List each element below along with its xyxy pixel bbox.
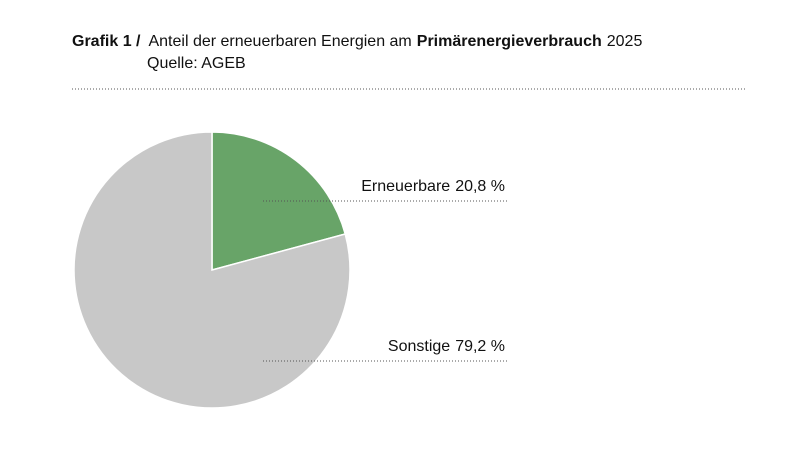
chart-title: Grafik 1 / Anteil der erneuerbaren Energi… <box>72 33 642 50</box>
value-label: 20,8 % <box>455 178 505 195</box>
value-label: 79,2 % <box>455 338 505 355</box>
category-label: Sonstige <box>388 338 450 355</box>
title-part: Grafik 1 / <box>72 33 141 50</box>
title-part: Anteil der erneuerbaren Energien am <box>148 33 411 50</box>
chart-subtitle: Quelle: AGEB <box>147 55 246 72</box>
pie-slice <box>73 131 351 409</box>
data-label: Erneuerbare 20,8 % <box>361 178 505 195</box>
data-label: Sonstige 79,2 % <box>388 338 505 355</box>
title-part: Primärenergieverbrauch <box>417 33 602 50</box>
title-part: 2025 <box>607 33 643 50</box>
category-label: Erneuerbare <box>361 178 450 195</box>
